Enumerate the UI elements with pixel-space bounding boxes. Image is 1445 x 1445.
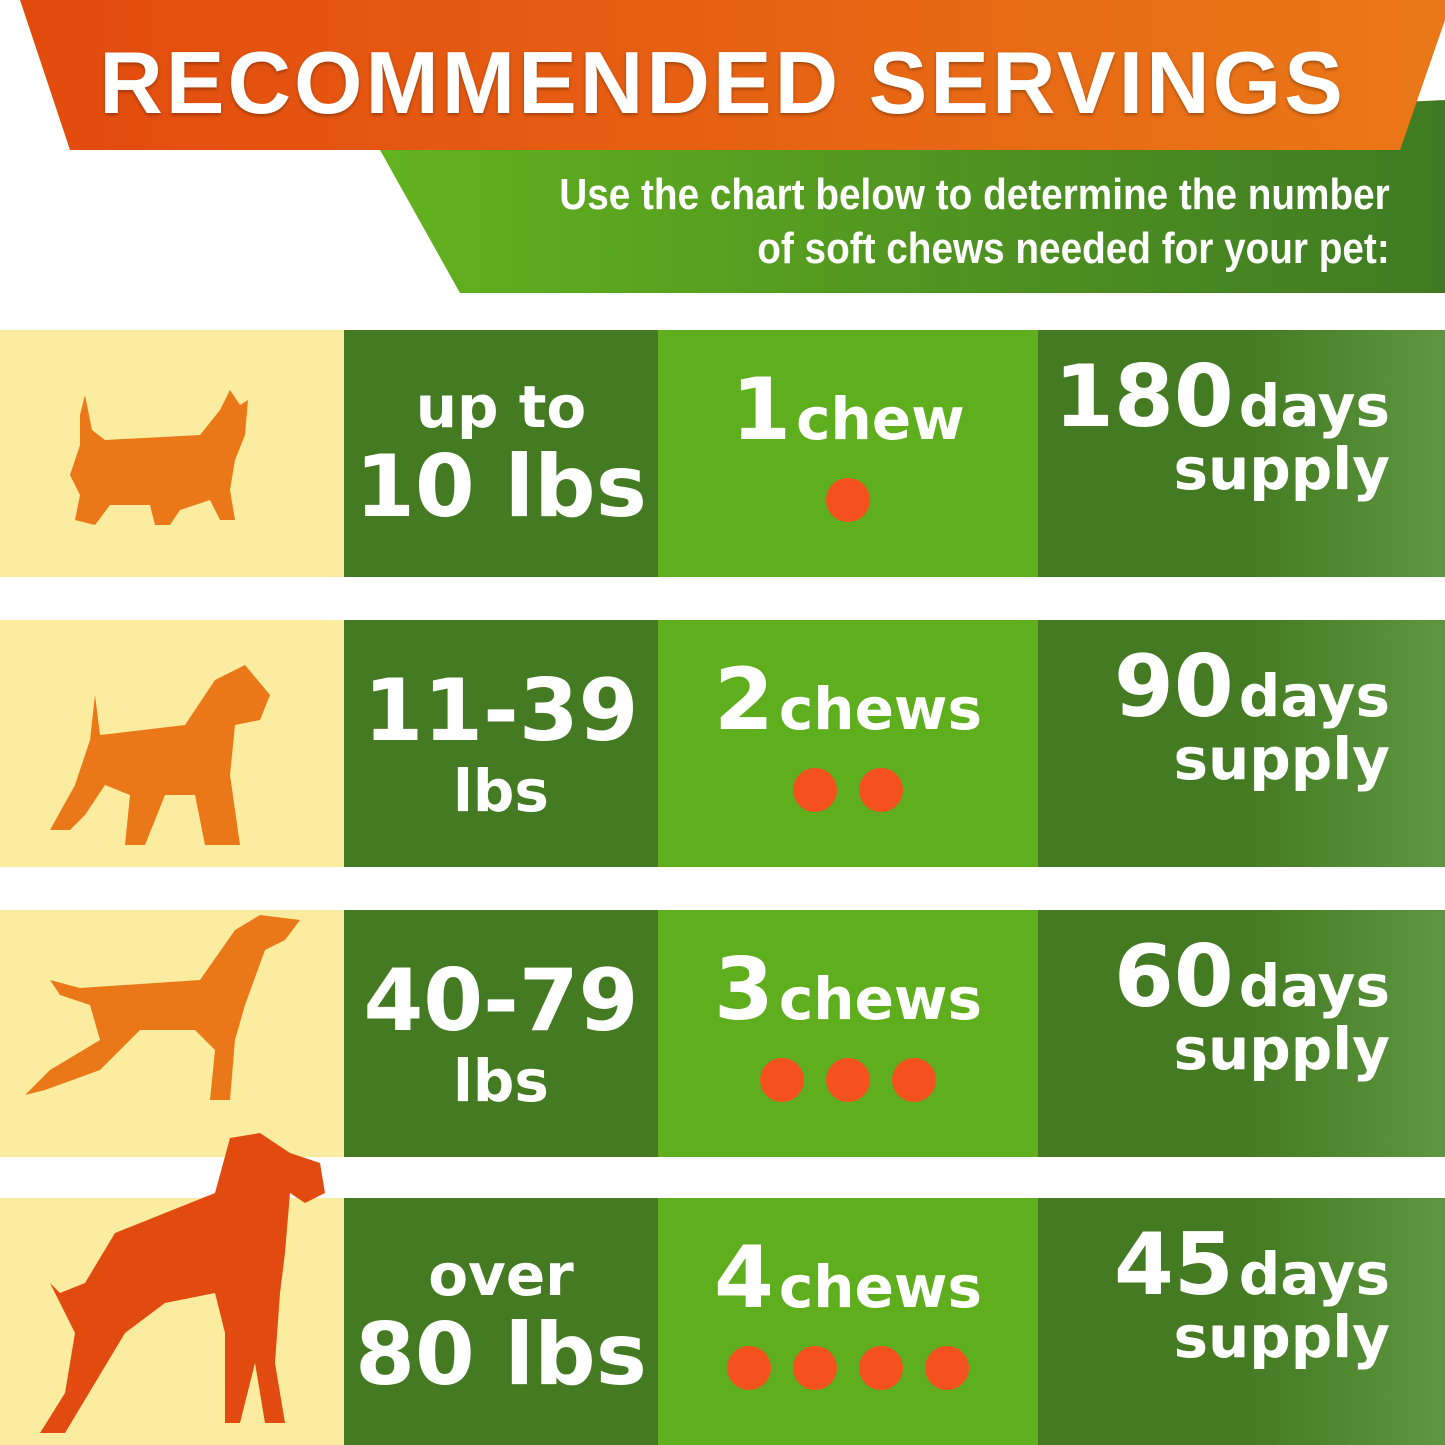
chew-dot [760,1058,804,1102]
supply-label: supply [1173,725,1390,793]
weight-top: 11-39 [363,660,639,761]
subtitle: Use the chart below to determine the num… [560,168,1390,276]
chew-dot [727,1346,771,1390]
chew-unit: chews [778,965,983,1033]
supply-cell: 60 days supply [1038,910,1445,1157]
weight-cell: 11-39 lbs [344,620,658,867]
supply-label: supply [1173,435,1390,503]
serving-row: 40-79 lbs 3 chews 60 days supply [0,910,1445,1157]
serving-row: up to 10 lbs 1 chew 180 days supply [0,330,1445,577]
supply-cell: 90 days supply [1038,620,1445,867]
chew-count: 4 [713,1228,774,1328]
weight-top: up to [415,372,587,441]
chews-cell: 2 chews [658,620,1038,867]
chew-dot [925,1346,969,1390]
title-banner: RECOMMENDED SERVINGS [20,0,1445,150]
weight-bottom: lbs [453,756,549,825]
chew-dot [826,478,870,522]
days-unit: days [1238,1240,1390,1308]
supply-label: supply [1173,1015,1390,1083]
weight-cell: over 80 lbs [344,1198,658,1445]
chew-dot [793,768,837,812]
chew-dots [658,1346,1038,1390]
days-count: 60 [1114,927,1234,1027]
weight-cell: up to 10 lbs [344,330,658,577]
chews-cell: 1 chew [658,330,1038,577]
chews-cell: 4 chews [658,1198,1038,1445]
weight-top: 40-79 [363,950,639,1051]
weight-bottom: lbs [453,1046,549,1115]
dog-icon-cell [0,330,344,577]
chews-cell: 3 chews [658,910,1038,1157]
weight-bottom: 80 lbs [355,1304,647,1405]
chew-count: 1 [731,360,792,460]
serving-row: 11-39 lbs 2 chews 90 days supply [0,620,1445,867]
chew-dot [859,768,903,812]
chew-dots [658,1058,1038,1102]
serving-row: over 80 lbs 4 chews 45 days supply [0,1133,1445,1445]
days-unit: days [1238,372,1390,440]
weight-top: over [428,1240,574,1309]
days-unit: days [1238,952,1390,1020]
page-title: RECOMMENDED SERVINGS [99,33,1346,132]
chew-count: 2 [713,650,774,750]
dog-icon-cell [0,1133,344,1445]
chew-dot [892,1058,936,1102]
chew-dot [793,1346,837,1390]
days-count: 180 [1054,347,1234,447]
supply-cell: 180 days supply [1038,330,1445,577]
weight-cell: 40-79 lbs [344,910,658,1157]
supply-label: supply [1173,1303,1390,1371]
subtitle-line-2: of soft chews needed for your pet: [757,224,1391,273]
chew-dots [658,768,1038,812]
supply-cell: 45 days supply [1038,1198,1445,1445]
subtitle-line-1: Use the chart below to determine the num… [559,170,1390,219]
chew-dot [826,1058,870,1102]
chew-unit: chew [796,385,965,453]
days-count: 45 [1114,1215,1234,1315]
chew-count: 3 [713,940,774,1040]
days-count: 90 [1114,637,1234,737]
chew-unit: chews [778,1253,983,1321]
chew-dot [859,1346,903,1390]
chew-dots [658,478,1038,522]
dog-icon-cell [0,910,344,1157]
days-unit: days [1238,662,1390,730]
chew-unit: chews [778,675,983,743]
dog-icon-cell [0,620,344,867]
weight-bottom: 10 lbs [355,436,647,537]
